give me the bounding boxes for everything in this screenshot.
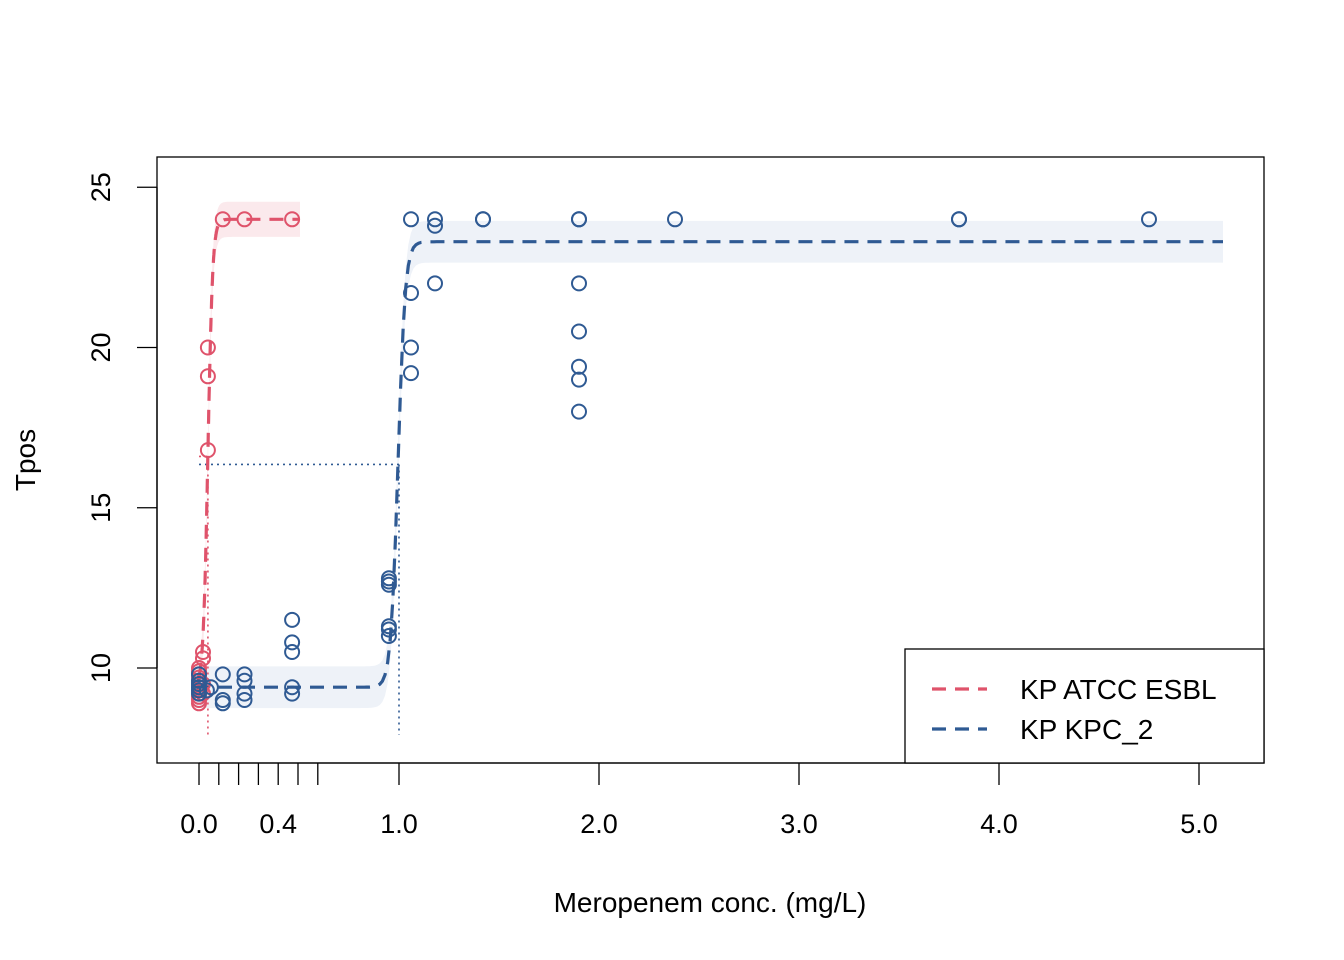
x-tick-label-1: 0.4 (259, 809, 297, 839)
data-point-1-45 (1141, 211, 1157, 228)
data-point-1-26 (403, 211, 419, 228)
x-axis-title: Meropenem conc. (mg/L) (554, 887, 867, 918)
data-point-1-6 (198, 682, 215, 699)
data-point-1-34 (475, 211, 491, 228)
data-point-0-17 (199, 368, 216, 385)
data-point-1-12 (236, 685, 253, 702)
y-tick-label-3: 25 (86, 172, 116, 202)
x-tick-label-3: 2.0 (580, 809, 618, 839)
data-point-1-13 (236, 672, 253, 689)
x-tick-label-4: 3.0 (780, 809, 818, 839)
x-tick-label-0: 0.0 (180, 809, 218, 839)
y-tick-label-1: 15 (86, 493, 116, 523)
y-axis-title: Tpos (10, 429, 41, 491)
data-point-1-28 (403, 339, 419, 356)
data-point-1-7 (202, 679, 219, 696)
data-point-0-11 (191, 660, 207, 676)
legend-label-0: KP ATCC ESBL (1020, 674, 1217, 705)
data-point-1-16 (284, 679, 301, 696)
data-point-0-19 (214, 211, 231, 228)
data-point-1-40 (571, 371, 587, 388)
data-point-1-41 (571, 403, 587, 420)
confidence-bands (195, 201, 1223, 709)
x-tick-label-5: 4.0 (980, 809, 1018, 839)
data-point-1-31 (427, 217, 443, 234)
y-tick-label-2: 20 (86, 332, 116, 362)
fit-curve-1 (195, 240, 1223, 689)
y-axis: 10 15 20 25 (86, 172, 158, 683)
data-point-1-9 (214, 692, 231, 708)
data-point-1-42 (667, 211, 683, 228)
data-point-0-16 (199, 442, 216, 459)
data-point-1-5 (191, 666, 207, 683)
data-point-0-13 (195, 644, 211, 660)
data-point-1-37 (571, 275, 587, 292)
data-point-1-38 (571, 323, 587, 340)
data-point-1-4 (191, 672, 207, 689)
x-axis: 0.0 0.4 1.0 2.0 3.0 4.0 5.0 (180, 762, 1218, 839)
data-point-1-25 (380, 570, 397, 587)
data-point-1-14 (236, 666, 253, 683)
data-point-1-30 (427, 211, 443, 228)
data-point-0-20 (236, 211, 253, 228)
legend: KP ATCC ESBL KP KPC_2 (904, 648, 1265, 764)
legend-box (904, 648, 1265, 764)
data-point-1-19 (284, 611, 301, 628)
data-points (191, 211, 1157, 712)
legend-label-1: KP KPC_2 (1020, 714, 1153, 745)
data-point-1-17 (284, 644, 301, 660)
data-point-1-27 (403, 285, 419, 301)
y-tick-label-0: 10 (86, 653, 116, 683)
data-point-1-18 (284, 634, 301, 651)
fit-curves (195, 217, 1223, 689)
data-point-1-10 (214, 666, 231, 683)
data-point-1-22 (380, 618, 397, 635)
fit-curve-0 (197, 217, 300, 677)
data-point-1-36 (571, 211, 587, 228)
x-tick-label-2: 1.0 (380, 809, 418, 839)
data-point-1-39 (571, 358, 587, 375)
data-point-1-20 (380, 628, 397, 644)
data-point-1-32 (427, 275, 443, 292)
data-point-0-21 (284, 211, 301, 228)
data-point-1-44 (951, 211, 967, 228)
data-point-1-15 (284, 685, 301, 702)
data-point-0-12 (195, 650, 211, 667)
data-point-1-29 (403, 365, 419, 382)
data-point-0-18 (199, 339, 216, 356)
data-point-1-11 (236, 692, 253, 708)
x-tick-label-6: 5.0 (1180, 809, 1218, 839)
